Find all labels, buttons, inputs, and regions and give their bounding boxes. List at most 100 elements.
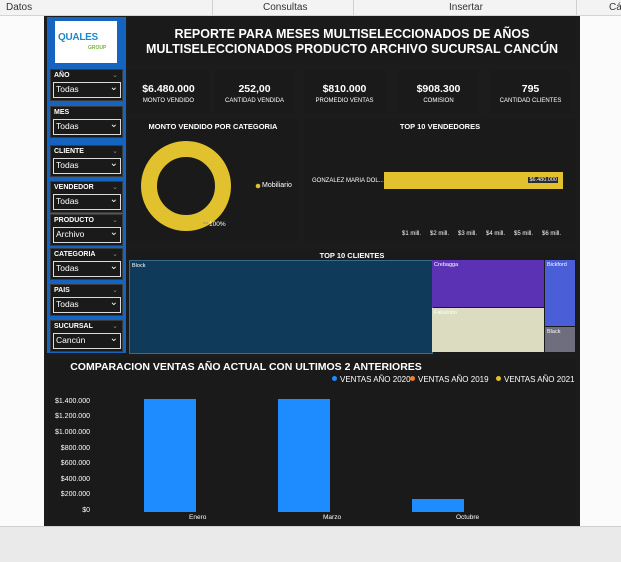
bar-vendedor[interactable]: [384, 172, 564, 189]
x-tick-label: $2 mill.: [430, 231, 450, 237]
data-label: $6.480.000: [528, 177, 558, 183]
kpi-value: 795: [521, 83, 540, 95]
slicer-dropdown-vendedor[interactable]: Todas ⌄: [53, 194, 121, 210]
slicer-label: AÑO: [54, 72, 70, 79]
legend-label: VENTAS AÑO 2021: [504, 375, 575, 384]
slicer-vendedor: VENDEDOR ⌄ Todas ⌄: [50, 181, 123, 213]
legend-dot: [332, 376, 337, 381]
y-tick-label: $400.000: [60, 475, 90, 483]
tile-label: Block: [132, 263, 146, 269]
y-tick-label: $200.000: [60, 491, 90, 499]
slicer-anio: AÑO ⌄ Todas ⌄: [50, 69, 123, 101]
slicer-value: Todas: [56, 299, 79, 309]
bar-2020-enero[interactable]: [144, 398, 196, 512]
slicer-dropdown-producto[interactable]: Archivo ⌄: [53, 227, 121, 243]
kpi-card-cantidad-vendida[interactable]: 252,00 CANTIDAD VENDIDA: [214, 70, 295, 114]
treemap-tile-crebagga[interactable]: Crebagga: [432, 260, 544, 307]
kpi-label: MONTO VENDIDO: [142, 98, 195, 104]
tab-divider: [576, 0, 577, 15]
slicer-categoria: CATEGORIA ⌄ Todas ⌄: [50, 248, 123, 280]
slicer-value: Todas: [56, 196, 79, 206]
x-tick-label: $4 mill.: [486, 231, 506, 237]
donut-chart-panel[interactable]: MONTO VENDIDO POR CATEGORIA Mobiliario 1…: [128, 119, 298, 243]
slicer-dropdown-sucursal[interactable]: Cancún ⌄: [53, 333, 121, 349]
y-tick-label: $1.400.000: [54, 397, 90, 405]
tile-label: Bickford: [547, 262, 567, 268]
kpi-card-comision[interactable]: $908.300 COMISION: [398, 70, 479, 114]
y-tick-label: $0: [82, 507, 90, 514]
kpi-value: 252,00: [238, 83, 271, 95]
y-tick-label: $1.200.000: [54, 413, 90, 421]
slicer-dropdown-pais[interactable]: Todas ⌄: [53, 297, 121, 313]
legend-label: VENTAS AÑO 2020: [340, 375, 411, 384]
category-label: GONZALEZ MARIA DOL...: [312, 178, 384, 184]
slicer-dropdown-categoria[interactable]: Todas ⌄: [53, 261, 121, 277]
legend-item-2020[interactable]: VENTAS AÑO 2020: [332, 375, 411, 384]
chevron-down-icon: ⌄: [109, 333, 118, 344]
chevron-down-icon: ⌄: [112, 323, 118, 330]
donut-chart-svg: [141, 141, 261, 231]
chevron-down-icon: ⌄: [112, 184, 118, 191]
treemap-tile-black[interactable]: Black: [545, 327, 575, 352]
y-tick-label: $600.000: [60, 460, 90, 468]
kpi-card-promedio-ventas[interactable]: $810.000 PROMEDIO VENTAS: [304, 70, 385, 114]
donut-slice-mobiliario[interactable]: [141, 141, 231, 231]
slicer-label: VENDEDOR: [54, 184, 94, 191]
slicer-dropdown-mes[interactable]: Todas ⌄: [53, 119, 121, 135]
slicer-label: PAIS: [54, 287, 70, 294]
chevron-down-icon: ⌄: [112, 217, 118, 224]
slicer-cliente: CLIENTE ⌄ Todas ⌄: [50, 145, 123, 177]
top-vendedores-panel[interactable]: TOP 10 VENDEDORES GONZALEZ MARIA DOL... …: [304, 119, 576, 243]
kpi-card-monto-vendido[interactable]: $6.480.000 MONTO VENDIDO: [128, 70, 209, 114]
slicer-value: Todas: [56, 263, 79, 273]
treemap-tile-fabalotto[interactable]: Fabalotto: [432, 308, 544, 352]
slicer-pais: PAIS ⌄ Todas ⌄: [50, 284, 123, 316]
logo-sub: GROUP: [88, 45, 107, 51]
slicer-label: PRODUCTO: [54, 217, 94, 224]
kpi-label: COMISION: [423, 98, 454, 104]
legend-item-2021[interactable]: VENTAS AÑO 2021: [496, 375, 575, 384]
y-tick-label: $1.000.000: [54, 429, 90, 436]
x-tick-label: $3 mill.: [458, 231, 478, 237]
tab-datos[interactable]: Datos: [6, 2, 33, 13]
slicer-value: Todas: [56, 160, 79, 170]
slicer-mes: MES Todas ⌄: [50, 106, 123, 138]
treemap-tile-bickford[interactable]: Bickford: [545, 260, 575, 326]
legend-marker: [255, 183, 261, 189]
slicer-dropdown-anio[interactable]: Todas ⌄: [53, 82, 121, 98]
x-tick-label: $6 mill.: [542, 231, 562, 237]
report-title-line2: MULTISELECCIONADOS PRODUCTO ARCHIVO SUCU…: [145, 42, 559, 56]
x-tick-label: $5 mill.: [514, 231, 534, 237]
treemap-tile-block[interactable]: Block: [129, 260, 433, 354]
company-logo: QUALES GROUP: [55, 21, 117, 63]
kpi-value: $810.000: [322, 83, 367, 95]
legend-item-2019[interactable]: VENTAS AÑO 2019: [410, 375, 489, 384]
kpi-card-cantidad-clientes[interactable]: 795 CANTIDAD CLIENTES: [490, 70, 571, 114]
chart-title: TOP 10 VENDEDORES: [399, 122, 481, 131]
chevron-down-icon: ⌄: [109, 82, 118, 93]
kpi-label: PROMEDIO VENTAS: [315, 98, 374, 104]
report-title-line1: REPORTE PARA MESES MULTISELECCIONADOS DE…: [174, 27, 530, 41]
comparacion-ventas-panel[interactable]: COMPARACION VENTAS AÑO ACTUAL CON ULTIMO…: [48, 358, 576, 524]
ribbon-tabs: Datos Consultas Insertar Cá: [0, 0, 621, 16]
tab-insertar[interactable]: Insertar: [449, 2, 483, 13]
kpi-value: $6.480.000: [142, 83, 195, 95]
chevron-down-icon: ⌄: [109, 227, 118, 238]
chart-title: MONTO VENDIDO POR CATEGORIA: [148, 122, 278, 131]
tab-truncated[interactable]: Cá: [609, 2, 621, 13]
x-tick-label: Octubre: [456, 514, 480, 521]
slicer-label: CLIENTE: [54, 148, 84, 155]
top-clientes-panel[interactable]: TOP 10 CLIENTES Block Crebagga Fabalotto…: [128, 249, 576, 354]
slicer-sucursal: SUCURSAL ⌄ Cancún ⌄: [50, 320, 123, 352]
slicer-value: Todas: [56, 84, 79, 94]
bar-2020-marzo[interactable]: [278, 398, 330, 512]
slicer-producto: PRODUCTO ⌄ Archivo ⌄: [50, 214, 123, 246]
chevron-down-icon: ⌄: [109, 119, 118, 130]
slicer-dropdown-cliente[interactable]: Todas ⌄: [53, 158, 121, 174]
bar-2020-octubre[interactable]: [412, 498, 464, 512]
status-area: [0, 526, 621, 562]
tab-consultas[interactable]: Consultas: [263, 2, 308, 13]
slicer-label: CATEGORIA: [54, 251, 96, 258]
legend-item-mobiliario[interactable]: Mobiliario: [262, 182, 292, 189]
chevron-down-icon: ⌄: [112, 148, 118, 155]
